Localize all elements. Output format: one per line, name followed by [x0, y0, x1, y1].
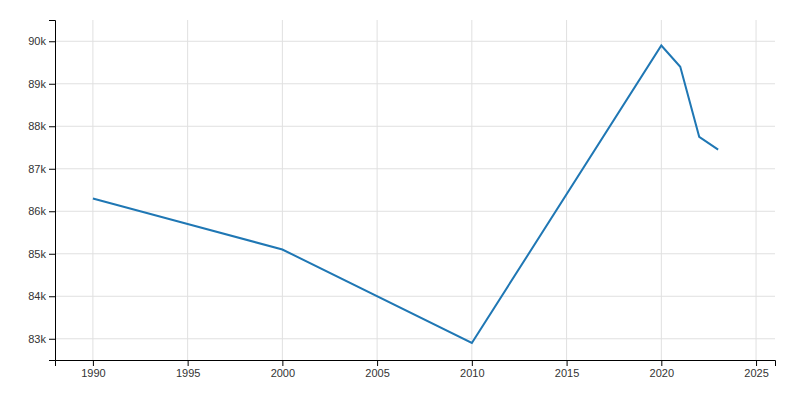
x-tick: 2000 [271, 360, 295, 379]
x-tick-label: 2010 [460, 367, 484, 379]
x-tick: 1990 [81, 360, 105, 379]
y-tick-mark [49, 126, 55, 127]
x-tick-mark [567, 360, 568, 366]
grid-line-y [55, 253, 775, 254]
y-tick: 85k [28, 248, 55, 260]
grid-line-x [471, 20, 472, 360]
x-tick: 2015 [555, 360, 579, 379]
y-tick-label: 86k [28, 205, 46, 217]
grid-line-x [566, 20, 567, 360]
x-axis: 1990 1995 2000 2005 2010 2015 2020 2025 [56, 360, 776, 379]
marks [93, 46, 718, 344]
grid-line-y [55, 211, 775, 212]
grid-line-x [187, 20, 188, 360]
y-tick-mark [49, 84, 55, 85]
plot: 1990 1995 2000 2005 2010 2015 2020 2025 83k 84k 85… [28, 20, 775, 379]
y-tick-label: 87k [28, 163, 46, 175]
grid-line-x [92, 20, 93, 360]
x-axis-line [56, 361, 776, 367]
y-tick-label: 90k [28, 35, 46, 47]
x-tick-label: 2000 [271, 367, 295, 379]
grid-line-x [661, 20, 662, 360]
grid-line-x [377, 20, 378, 360]
y-tick-mark [49, 41, 55, 42]
x-tick-label: 2015 [555, 367, 579, 379]
grid-line-y [55, 338, 775, 339]
y-tick: 87k [28, 163, 55, 175]
y-tick-label: 89k [28, 78, 46, 90]
x-tick-mark [93, 360, 94, 366]
grid-line-y [55, 126, 775, 127]
y-tick-label: 84k [28, 290, 46, 302]
y-tick-mark [49, 211, 55, 212]
y-axis: 83k 84k 85k 86k 87k 88k 89k 90k [28, 21, 55, 361]
grid-line-y [55, 83, 775, 84]
y-tick: 90k [28, 35, 55, 47]
y-tick: 88k [28, 120, 55, 132]
grid [55, 20, 775, 360]
grid-line-y [55, 168, 775, 169]
x-tick-mark [756, 360, 757, 366]
x-tick-label: 1990 [81, 367, 105, 379]
x-tick-label: 1995 [176, 367, 200, 379]
y-tick: 83k [28, 333, 55, 345]
grid-line-x [756, 20, 757, 360]
x-tick-mark [661, 360, 662, 366]
y-tick-mark [49, 339, 55, 340]
y-tick-label: 85k [28, 248, 46, 260]
y-axis-line [49, 21, 56, 361]
x-tick-mark [377, 360, 378, 366]
x-tick: 2020 [650, 360, 674, 379]
grid-line-y [55, 41, 775, 42]
grid-line-x [282, 20, 283, 360]
grid-line-y [55, 296, 775, 297]
y-tick: 89k [28, 78, 55, 90]
y-tick-mark [49, 169, 55, 170]
chart: 1990 1995 2000 2005 2010 2015 2020 2025 83k 84k 85… [0, 0, 800, 400]
x-tick: 2005 [365, 360, 389, 379]
line [93, 46, 718, 344]
y-tick-mark [49, 254, 55, 255]
x-tick: 2010 [460, 360, 484, 379]
y-tick-label: 88k [28, 120, 46, 132]
y-tick: 86k [28, 205, 55, 217]
x-tick-label: 2005 [365, 367, 389, 379]
y-tick: 84k [28, 290, 55, 302]
x-tick: 1995 [176, 360, 200, 379]
x-tick-mark [188, 360, 189, 366]
y-tick-label: 83k [28, 333, 46, 345]
x-tick-mark [472, 360, 473, 366]
x-tick-label: 2020 [650, 367, 674, 379]
x-tick-label: 2025 [744, 367, 768, 379]
y-tick-mark [49, 296, 55, 297]
x-tick-mark [282, 360, 283, 366]
x-tick: 2025 [744, 360, 768, 379]
